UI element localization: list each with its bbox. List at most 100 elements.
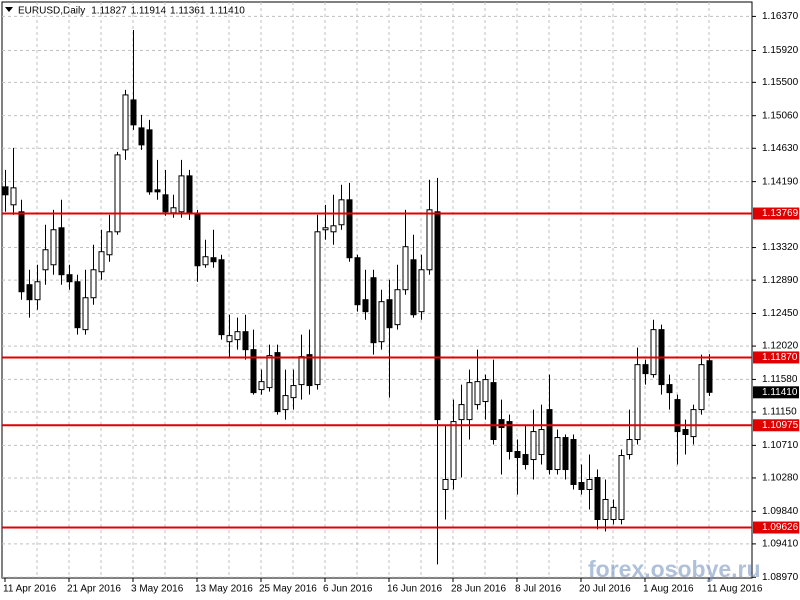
candle-body (354, 257, 361, 306)
candle-body (266, 355, 273, 389)
candle-body (402, 246, 409, 291)
candle-body (674, 399, 681, 433)
x-tick-label: 21 Apr 2016 (67, 584, 121, 595)
candle-body (626, 439, 633, 456)
candle-body (234, 331, 241, 341)
x-tick-label: 8 Jul 2016 (515, 584, 562, 595)
candle-body (242, 331, 249, 351)
y-tick-label: 1.11150 (762, 407, 797, 418)
candle-body (546, 409, 553, 471)
x-tick-label: 25 May 2016 (259, 584, 317, 595)
candle-body (34, 281, 41, 301)
candle-body (370, 277, 377, 344)
candle-body (58, 227, 65, 276)
candle-body (218, 259, 225, 336)
x-tick-label: 20 Jul 2016 (579, 584, 631, 595)
candle-body (666, 384, 673, 394)
candle-body (698, 364, 705, 411)
header-price: 1.11827 (91, 6, 127, 17)
y-tick-label: 1.16370 (762, 11, 799, 22)
level-label: 1.11870 (762, 352, 798, 363)
candle-body (682, 429, 689, 436)
candle-body (554, 437, 561, 471)
candle-body (618, 455, 625, 520)
candle-body (330, 225, 337, 233)
candle-body (482, 379, 489, 403)
x-tick-label: 16 Jun 2016 (387, 584, 442, 595)
candle-body (138, 127, 145, 146)
candle-body (274, 352, 281, 413)
candle-body (578, 482, 585, 490)
candle-body (146, 129, 153, 193)
candle-body (90, 269, 97, 299)
chart-title: EURUSD,Daily (18, 6, 85, 17)
candle-body (10, 187, 17, 206)
candle-body (458, 404, 465, 421)
candle-body (594, 477, 601, 520)
candle-body (26, 284, 33, 301)
y-tick-label: 1.09840 (762, 506, 799, 517)
candle-body (514, 451, 521, 458)
price-label-box (753, 386, 799, 399)
candle-body (506, 421, 513, 453)
candle-body (210, 257, 217, 263)
x-tick-label: 28 Jun 2016 (451, 584, 506, 595)
candle-body (290, 385, 297, 399)
candle-body (418, 269, 425, 313)
candle-body (434, 211, 441, 421)
candle-body (114, 154, 121, 233)
candle-body (610, 506, 617, 520)
candle-body (50, 229, 57, 266)
level-label-box (753, 419, 799, 432)
candle-body (42, 249, 49, 271)
candle-body (378, 301, 385, 343)
candle-body (282, 395, 289, 411)
candle-body (154, 189, 161, 193)
level-label: 1.09626 (762, 522, 799, 533)
y-tick-label: 1.10280 (762, 473, 799, 484)
candle-body (474, 381, 481, 406)
candle-body (338, 199, 345, 226)
candle-body (186, 175, 193, 215)
candle-body (490, 382, 497, 441)
level-label-box (753, 207, 799, 220)
candle-body (298, 356, 305, 386)
candle-body (162, 194, 169, 213)
y-tick-label: 1.12020 (762, 341, 799, 352)
candle-body (386, 299, 393, 329)
candle-body (98, 251, 105, 273)
candle-body (466, 382, 473, 421)
candle-body (522, 454, 529, 466)
candle-body (82, 297, 89, 331)
candle-body (202, 256, 209, 266)
header-price: 1.11914 (131, 6, 167, 17)
candle-body (498, 419, 505, 429)
y-tick-label: 1.13320 (762, 242, 799, 253)
candle-body (258, 381, 265, 391)
x-tick-label: 11 Aug 2016 (707, 584, 763, 595)
candle-body (2, 186, 9, 196)
candle-body (194, 214, 201, 267)
watermark: forex.osobye.ru (588, 556, 761, 582)
candle-body (634, 364, 641, 441)
candle-body (178, 175, 185, 213)
x-tick-label: 11 Apr 2016 (3, 584, 57, 595)
candle-body (170, 207, 177, 214)
level-label-box (753, 351, 799, 364)
y-tick-label: 1.08970 (762, 572, 799, 583)
candle-body (450, 421, 457, 480)
header-price: 1.11410 (209, 6, 245, 17)
candle-body (306, 354, 313, 387)
candle-body (250, 349, 257, 394)
candle-body (642, 364, 649, 375)
candle-body (426, 209, 433, 271)
price-label: 1.11410 (762, 387, 798, 398)
header-price: 1.11361 (170, 6, 206, 17)
candle-body (538, 429, 545, 456)
y-tick-label: 1.09410 (762, 539, 799, 550)
candle-body (66, 274, 73, 283)
candle-body (650, 329, 657, 376)
plot-area (1, 1, 753, 579)
candle-body (322, 227, 329, 231)
menu-arrow[interactable] (5, 7, 13, 12)
